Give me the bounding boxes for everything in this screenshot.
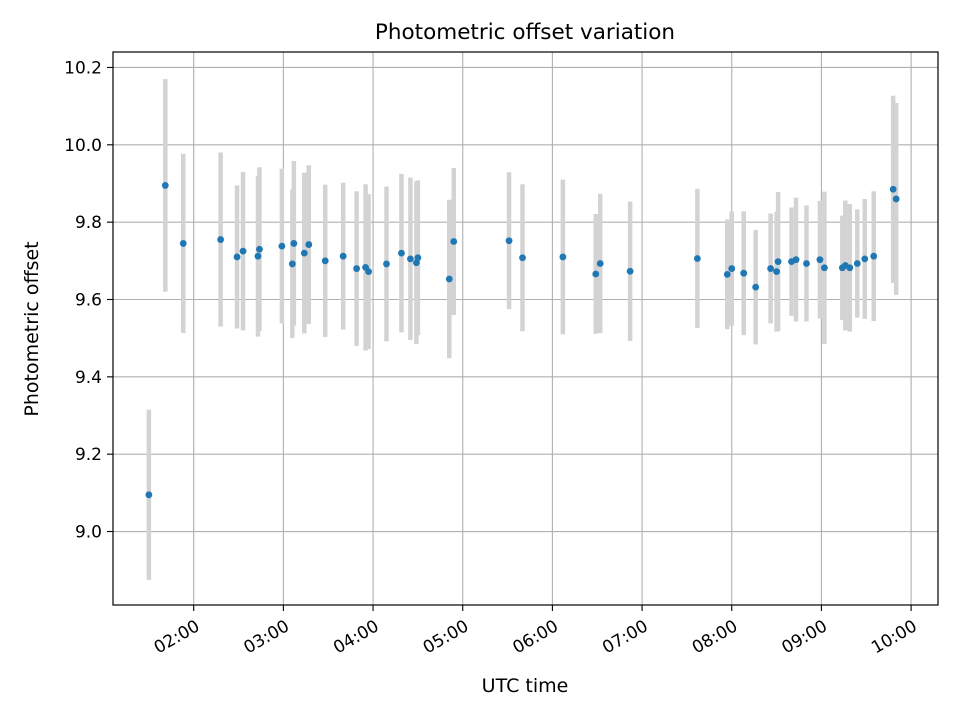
data-point bbox=[821, 264, 828, 272]
data-points bbox=[145, 182, 900, 499]
y-tick-label: 10.0 bbox=[64, 136, 102, 156]
data-point bbox=[161, 182, 169, 189]
data-point bbox=[278, 242, 286, 250]
data-point bbox=[519, 254, 526, 262]
data-point bbox=[414, 254, 422, 262]
data-point bbox=[774, 258, 782, 265]
data-point bbox=[767, 265, 775, 272]
data-point bbox=[792, 256, 800, 264]
data-point bbox=[288, 260, 296, 268]
data-point bbox=[892, 195, 900, 203]
data-point bbox=[596, 260, 604, 267]
data-point bbox=[870, 252, 878, 260]
data-point bbox=[365, 268, 372, 276]
data-point bbox=[300, 249, 308, 257]
x-axis-label: UTC time bbox=[482, 675, 569, 697]
y-tick-label: 9.8 bbox=[75, 213, 102, 233]
y-axis: 9.0 9.2 9.4 9.6 9.8 10.0 10.2 bbox=[64, 58, 113, 543]
data-point bbox=[145, 491, 153, 499]
data-point bbox=[846, 264, 854, 272]
y-tick-label: 10.2 bbox=[64, 58, 102, 78]
data-point bbox=[626, 267, 634, 275]
data-point bbox=[505, 237, 513, 245]
y-axis-label: Photometric offset bbox=[21, 241, 43, 416]
data-point bbox=[853, 260, 861, 267]
data-point bbox=[239, 247, 247, 255]
grid-lines bbox=[113, 52, 938, 605]
data-point bbox=[450, 238, 458, 245]
data-point bbox=[773, 268, 780, 276]
data-point bbox=[290, 240, 298, 247]
data-point bbox=[803, 260, 810, 267]
data-point bbox=[339, 252, 347, 260]
chart-title: Photometric offset variation bbox=[375, 20, 675, 45]
data-point bbox=[740, 269, 748, 277]
data-point bbox=[445, 275, 453, 283]
y-tick-label: 9.6 bbox=[75, 290, 102, 310]
data-point bbox=[217, 236, 225, 243]
data-point bbox=[407, 255, 414, 263]
data-point bbox=[383, 260, 390, 268]
plot-area-frame bbox=[112, 51, 939, 606]
data-point bbox=[353, 265, 361, 272]
data-point bbox=[398, 249, 405, 257]
data-point bbox=[321, 257, 329, 265]
data-point bbox=[254, 252, 262, 260]
y-tick-label: 9.2 bbox=[75, 445, 102, 465]
data-point bbox=[256, 245, 263, 253]
data-point bbox=[752, 283, 760, 291]
data-point bbox=[592, 270, 600, 278]
data-point bbox=[728, 265, 736, 272]
data-point bbox=[233, 253, 241, 261]
data-point bbox=[723, 270, 731, 278]
data-point bbox=[179, 240, 187, 247]
data-point bbox=[305, 241, 313, 248]
data-point bbox=[559, 253, 567, 261]
data-point bbox=[861, 255, 869, 263]
data-point bbox=[816, 256, 824, 264]
data-point bbox=[889, 185, 897, 193]
data-point bbox=[693, 255, 701, 262]
y-tick-label: 9.4 bbox=[75, 368, 102, 388]
y-tick-label: 9.0 bbox=[75, 523, 102, 543]
